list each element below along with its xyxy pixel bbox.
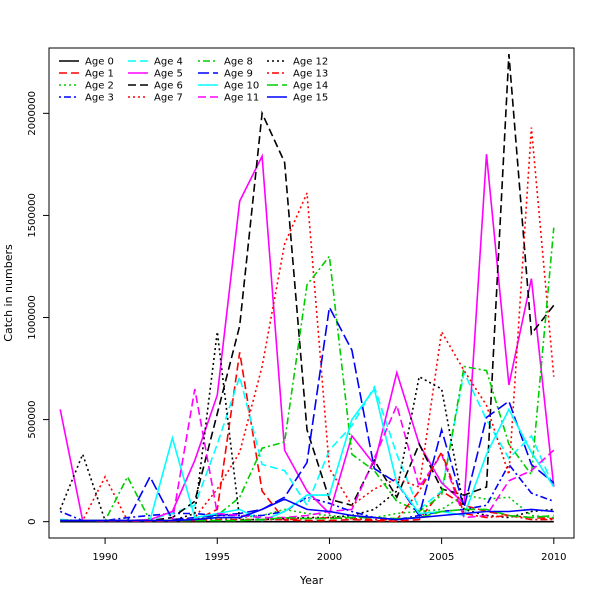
x-axis: 1990 1995 2000 2005 2010 bbox=[92, 537, 567, 563]
legend-label: Age 11 bbox=[224, 93, 259, 104]
legend-label: Age 2 bbox=[85, 81, 114, 92]
series-line-age-6 bbox=[60, 54, 555, 522]
legend-label: Age 13 bbox=[293, 69, 328, 80]
series-line-age-15 bbox=[60, 498, 554, 522]
legend-label: Age 15 bbox=[293, 93, 328, 104]
legend-label: Age 6 bbox=[154, 81, 183, 92]
x-tick-label: 1995 bbox=[205, 552, 230, 563]
series-line-age-9 bbox=[60, 304, 555, 522]
series-line-age-5 bbox=[59, 153, 555, 522]
y-axis: 0 500000 1000000 1500000 2000000 bbox=[27, 91, 50, 525]
x-tick-label: 2000 bbox=[317, 552, 342, 563]
legend-label: Age 9 bbox=[224, 69, 253, 80]
legend-label: Age 12 bbox=[293, 57, 328, 68]
legend-label: Age 8 bbox=[224, 57, 253, 68]
series-line-age-11 bbox=[60, 388, 555, 522]
x-tick-label: 2005 bbox=[429, 552, 454, 563]
series-line-age-8 bbox=[60, 227, 555, 522]
y-tick-label: 500000 bbox=[27, 400, 38, 438]
legend-label: Age 14 bbox=[293, 81, 328, 92]
y-axis-label: Catch in numbers bbox=[2, 244, 15, 342]
x-axis-label: Year bbox=[299, 574, 324, 587]
y-tick-label: 2000000 bbox=[27, 91, 38, 136]
y-tick-label: 1000000 bbox=[27, 295, 38, 340]
x-tick-label: 2010 bbox=[541, 552, 566, 563]
series-lines bbox=[59, 54, 555, 523]
y-tick-label: 1500000 bbox=[27, 193, 38, 238]
legend-label: Age 5 bbox=[154, 69, 183, 80]
series-line-age-1 bbox=[60, 352, 554, 523]
x-tick-label: 1990 bbox=[92, 552, 117, 563]
series-line-age-10 bbox=[60, 387, 555, 522]
legend-label: Age 10 bbox=[224, 81, 259, 92]
legend-label: Age 3 bbox=[85, 93, 114, 104]
y-tick-label: 0 bbox=[27, 518, 38, 524]
legend-label: Age 4 bbox=[154, 57, 183, 68]
legend-label: Age 0 bbox=[85, 57, 114, 68]
plot-frame bbox=[48, 47, 575, 539]
legend-label: Age 7 bbox=[154, 93, 183, 104]
series-line-age-3 bbox=[59, 463, 555, 522]
legend-label: Age 1 bbox=[85, 69, 114, 80]
